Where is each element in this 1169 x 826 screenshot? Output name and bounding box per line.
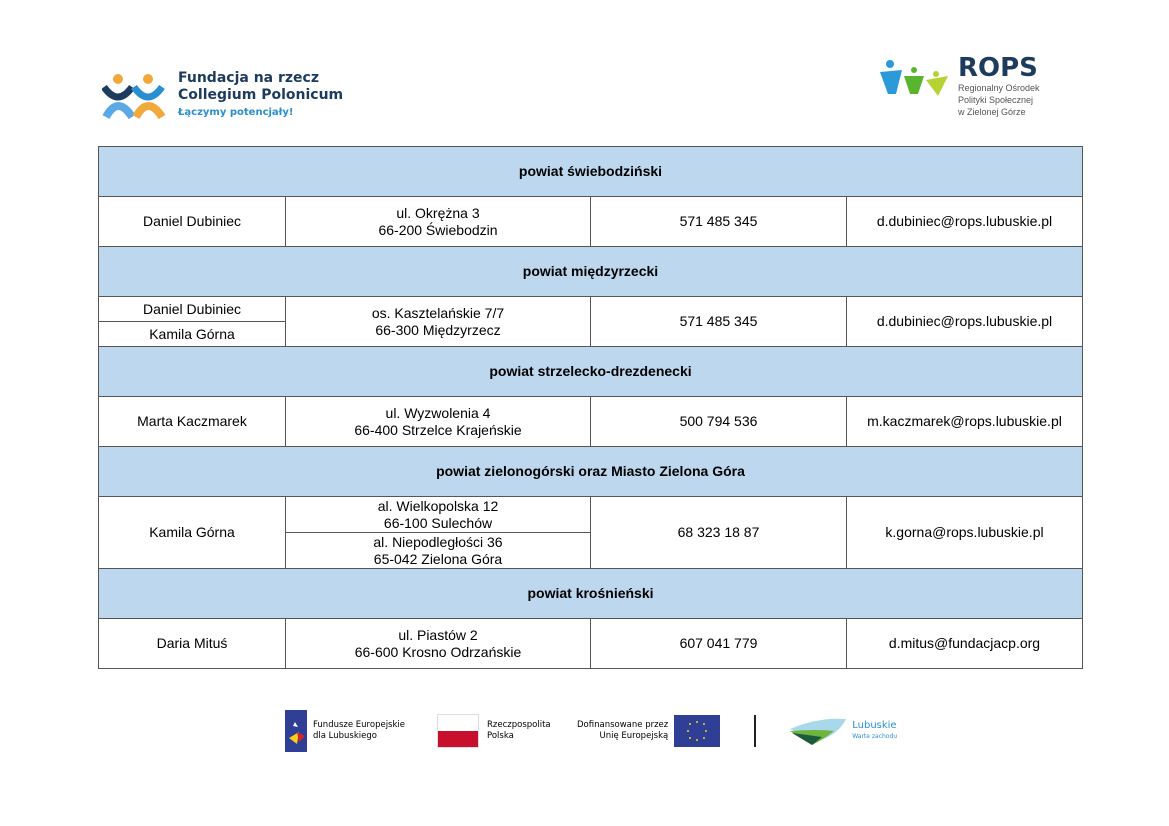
rops-people-icon xyxy=(880,60,948,96)
contact-phone: 571 485 345 xyxy=(590,196,847,247)
contact-phone: 68 323 18 87 xyxy=(590,496,847,569)
rops-logo: ROPS Regionalny Ośrodek Polityki Społecz… xyxy=(878,54,1040,118)
eu-flag-icon xyxy=(674,715,721,747)
lubuskie-name: Lubuskie xyxy=(852,720,897,731)
contact-name: Daniel Dubiniec xyxy=(98,196,286,247)
section-header: powiat międzyrzecki xyxy=(98,246,1083,297)
fundacja-name-2: Collegium Polonicum xyxy=(178,87,344,103)
contact-name: Daria Mituś xyxy=(98,618,286,669)
section-header: powiat zielonogórski oraz Miasto Zielona… xyxy=(98,446,1083,497)
fe-logo-icon xyxy=(285,710,307,752)
address-street: ul. Okrężna 3 xyxy=(396,204,480,221)
address-street: al. Wielkopolska 12 xyxy=(377,497,499,514)
address-street: ul. Piastów 2 xyxy=(398,626,478,643)
lubuskie-logo-icon xyxy=(790,718,847,745)
contact-name: Daniel Dubiniec xyxy=(98,296,286,322)
contact-phone: 607 041 779 xyxy=(590,618,847,669)
section-header: powiat krośnieński xyxy=(98,568,1083,619)
funding-logos: Fundusze Europejskie dla Lubuskiego Rzec… xyxy=(285,710,897,752)
contact-address: ul. Okrężna 3 66-200 Świebodzin xyxy=(285,196,591,247)
address-street: ul. Wyzwolenia 4 xyxy=(385,404,491,421)
address-street: al. Niepodległości 36 xyxy=(373,533,503,550)
contact-name: Kamila Górna xyxy=(98,496,286,569)
eu-line-2: Unię Europejską xyxy=(599,731,669,741)
polish-flag-icon xyxy=(437,714,479,748)
contact-email: k.gorna@rops.lubuskie.pl xyxy=(846,496,1083,569)
lubuskie-tagline: Warte zachodu xyxy=(852,733,898,740)
divider xyxy=(754,715,757,747)
contact-email: d.dubiniec@rops.lubuskie.pl xyxy=(846,296,1083,347)
contact-address: ul. Wyzwolenia 4 66-400 Strzelce Krajeńsk… xyxy=(285,396,591,447)
rops-line-3: w Zielonej Górze xyxy=(958,107,1026,117)
fe-line-2: dla Lubuskiego xyxy=(313,731,377,741)
contact-phone: 500 794 536 xyxy=(590,396,847,447)
contact-email: d.mitus@fundacjacp.org xyxy=(846,618,1083,669)
fundacja-name-1: Fundacja na rzecz xyxy=(178,70,319,86)
contact-phone: 571 485 345 xyxy=(590,296,847,347)
fundacja-people-icon xyxy=(102,73,166,119)
rp-line-2: Polska xyxy=(487,731,514,741)
eu-line-1: Dofinansowane przez xyxy=(577,720,669,730)
address-city: 66-100 Sulechów xyxy=(383,514,493,531)
contact-name: Kamila Górna xyxy=(98,321,286,347)
rops-line-2: Polityki Społecznej xyxy=(958,95,1034,105)
address-city: 66-400 Strzelce Krajeńskie xyxy=(354,421,522,438)
contact-name: Marta Kaczmarek xyxy=(98,396,286,447)
contact-address: al. Niepodległości 36 65-042 Zielona Góra xyxy=(285,532,591,569)
address-city: 66-300 Międzyrzecz xyxy=(375,321,501,338)
fe-line-1: Fundusze Europejskie xyxy=(313,720,405,730)
address-city: 66-200 Świebodzin xyxy=(378,221,498,238)
section-header: powiat strzelecko-drezdenecki xyxy=(98,346,1083,397)
fundacja-logo: Fundacja na rzecz Collegium Polonicum Łą… xyxy=(102,70,343,121)
rp-line-1: Rzeczpospolita xyxy=(487,720,551,730)
rops-title: ROPS xyxy=(958,53,1038,83)
section-header: powiat świebodziński xyxy=(98,146,1083,197)
contact-email: d.dubiniec@rops.lubuskie.pl xyxy=(846,196,1083,247)
address-city: 66-600 Krosno Odrzańskie xyxy=(354,643,522,660)
contact-address: al. Wielkopolska 12 66-100 Sulechów xyxy=(285,496,591,533)
contacts-table: powiat świebodziński Daniel Dubiniec ul.… xyxy=(98,146,1083,669)
contact-address: ul. Piastów 2 66-600 Krosno Odrzańskie xyxy=(285,618,591,669)
address-street: os. Kasztelańskie 7/7 xyxy=(371,304,505,321)
rops-line-1: Regionalny Ośrodek xyxy=(958,83,1040,93)
contact-email: m.kaczmarek@rops.lubuskie.pl xyxy=(846,396,1083,447)
fundacja-tagline: Łączymy potencjały! xyxy=(178,107,294,118)
address-city: 65-042 Zielona Góra xyxy=(373,550,503,567)
contact-address: os. Kasztelańskie 7/7 66-300 Międzyrzecz xyxy=(285,296,591,347)
